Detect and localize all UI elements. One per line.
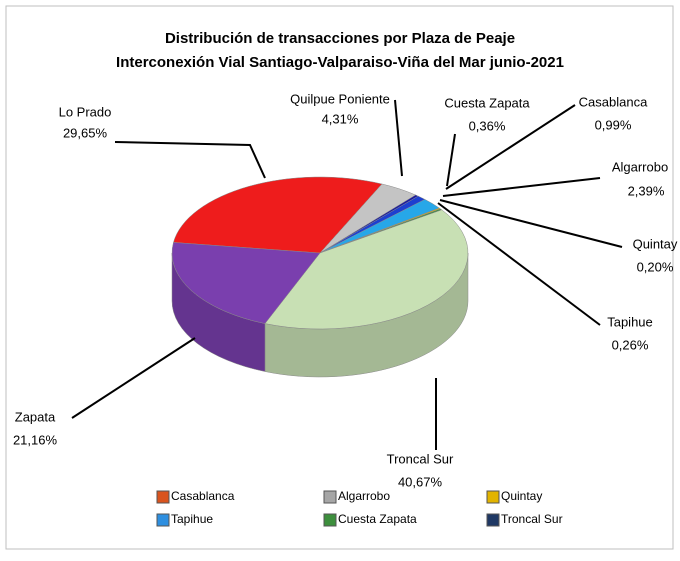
legend-swatch: [156, 490, 170, 504]
legend-label: Tapihue: [171, 512, 213, 526]
slice-name: Casablanca: [579, 94, 648, 109]
slice-value-label: 0,36%: [469, 118, 506, 133]
legend-swatch: [323, 490, 337, 504]
slice-name: Quintay: [633, 236, 678, 251]
pie-slice: [171, 242, 321, 324]
chart-title: Distribución de transacciones por Plaza …: [165, 30, 515, 47]
pie-slice: [173, 176, 383, 254]
leader-line: [445, 104, 576, 190]
leader-line: [394, 99, 403, 177]
slice-value-label: 4,31%: [322, 111, 359, 126]
chart-subtitle: Interconexión Vial Santiago-Valparaiso-V…: [116, 54, 564, 71]
legend-swatch: [323, 513, 337, 527]
leader-line: [71, 337, 196, 419]
legend-swatch: [156, 513, 170, 527]
slice-name: Quilpue Poniente: [290, 91, 390, 106]
legend-label: Cuesta Zapata: [338, 512, 417, 526]
leader-line: [442, 177, 601, 197]
slice-value-label: 0,20%: [637, 259, 674, 274]
leader-line: [114, 141, 266, 179]
slice-name: Cuesta Zapata: [444, 95, 530, 110]
slice-value-label: 2,39%: [628, 183, 665, 198]
pie-slice: [264, 209, 469, 330]
leader-line: [437, 202, 601, 326]
slice-name: Zapata: [15, 409, 56, 424]
slice-value-label: 21,16%: [13, 432, 58, 447]
slice-name: Tapihue: [607, 314, 653, 329]
leader-line: [446, 133, 456, 187]
slice-name: Lo Prado: [59, 104, 112, 119]
legend-label: Casablanca: [171, 489, 235, 503]
legend-swatch: [486, 513, 500, 527]
slice-name: Algarrobo: [612, 159, 668, 174]
slice-value-label: 40,67%: [398, 474, 443, 489]
leader-line: [439, 199, 623, 248]
legend-swatch: [486, 490, 500, 504]
slice-value-label: 0,99%: [595, 117, 632, 132]
legend-label: Quintay: [501, 489, 542, 503]
slice-value-label: 29,65%: [63, 125, 108, 140]
legend-label: Troncal Sur: [501, 512, 563, 526]
slice-name: Troncal Sur: [387, 451, 454, 466]
legend-label: Algarrobo: [338, 489, 390, 503]
slice-value-label: 0,26%: [612, 337, 649, 352]
